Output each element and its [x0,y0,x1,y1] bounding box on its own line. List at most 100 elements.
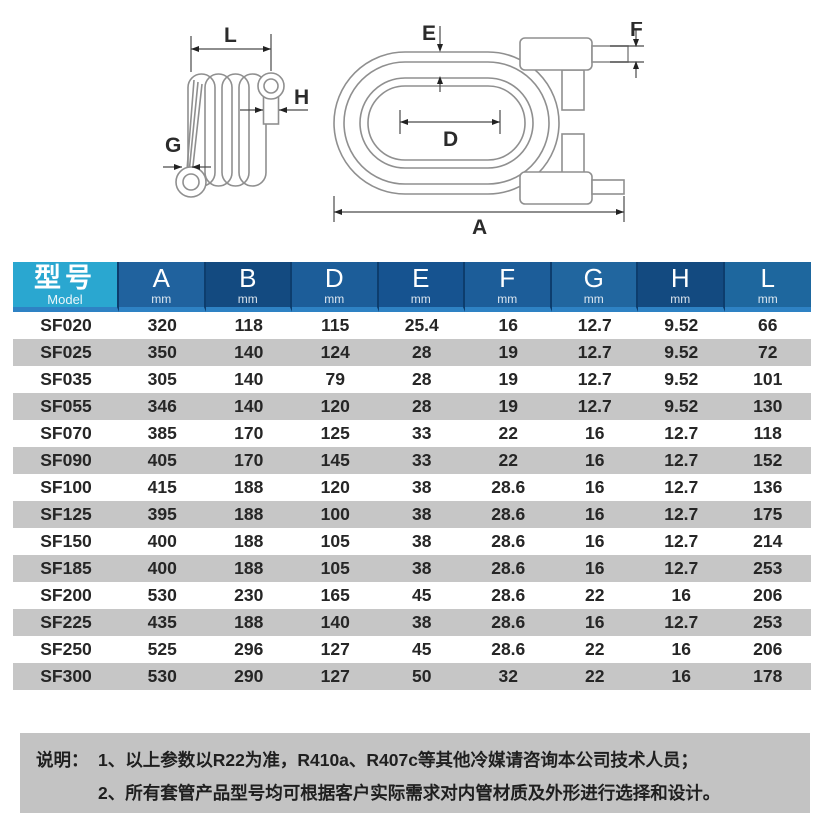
model-cell: SF020 [40,315,92,335]
model-cell: SF055 [13,393,119,420]
value-cell: 28.6 [491,585,526,605]
value-cell: 145 [292,447,379,474]
dim-label-f: F [630,22,643,41]
value-cell: 33 [378,447,465,474]
note-item-1: 1、以上参数以R22为准，R410a、R407c等其他冷媒请咨询本公司技术人员； [98,750,698,770]
value-cell: 120 [292,393,379,420]
header-unit: mm [583,291,604,306]
value-cell: 405 [119,447,206,474]
header-letter: F [499,262,516,293]
header-unit: mm [757,291,778,306]
value-cell: 127 [320,639,350,659]
value-cell: 178 [724,663,811,690]
header-unit: mm [670,291,691,306]
value-cell: 12.7 [638,609,725,636]
header-unit: mm [410,291,431,306]
table-row: SF225 435 188 140 38 28.6 16 12.7 253 [13,609,811,636]
model-cell: SF225 [13,609,119,636]
value-cell: 125 [320,423,350,443]
value-cell: 22 [585,585,605,605]
value-cell: 12.7 [551,339,638,366]
value-cell: 9.52 [638,339,725,366]
value-cell: 16 [671,639,691,659]
value-cell: 38 [412,531,432,551]
value-cell: 19 [498,369,518,389]
model-cell: SF200 [40,585,92,605]
value-cell: 435 [119,609,206,636]
value-cell: 136 [753,477,783,497]
value-cell: 33 [412,423,432,443]
value-cell: 9.52 [638,393,725,420]
table-row: SF150 400 188 105 38 28.6 16 12.7 214 [13,528,811,555]
model-header-en: Model [47,291,83,307]
value-cell: 28 [378,339,465,366]
value-cell: 28.6 [465,609,552,636]
model-cell: SF125 [13,501,119,528]
dim-label-h: H [294,86,309,109]
value-cell: 140 [205,393,292,420]
value-cell: 16 [585,423,605,443]
table-row: SF055 346 140 120 28 19 12.7 9.52 130 [13,393,811,420]
value-cell: 16 [551,609,638,636]
value-cell: 115 [321,315,350,335]
header-letter: L [760,262,775,293]
value-cell: 22 [465,447,552,474]
value-cell: 170 [234,423,264,443]
value-cell: 22 [585,639,605,659]
value-cell: 188 [205,501,292,528]
table-row: SF250 525 296 127 45 28.6 22 16 206 [13,636,811,663]
value-cell: 19 [465,339,552,366]
value-cell: 214 [753,531,783,551]
model-cell: SF090 [13,447,119,474]
header-unit: mm [324,291,345,306]
value-cell: 16 [671,585,691,605]
spec-table-body: SF020 320 118 115 25.4 16 12.7 9.52 66 SF025 350 14… [13,312,811,690]
value-cell: 152 [724,447,811,474]
value-cell: 12.7 [577,369,612,389]
model-cell: SF150 [40,531,92,551]
notes-label: 说明： [36,750,89,770]
value-cell: 28.6 [491,639,526,659]
value-cell: 170 [205,447,292,474]
header-unit: mm [237,291,258,306]
value-cell: 140 [205,339,292,366]
table-row: SF025 350 140 124 28 19 12.7 9.52 72 [13,339,811,366]
value-cell: 16 [585,531,605,551]
model-cell: SF035 [40,369,92,389]
value-cell: 38 [378,501,465,528]
value-cell: 16 [551,447,638,474]
value-cell: 188 [205,555,292,582]
table-row: SF070 385 170 125 33 22 16 12.7 118 [13,420,811,447]
value-cell: 12.7 [664,531,699,551]
model-header-zh: 型号 [34,262,96,293]
value-cell: 12.7 [638,555,725,582]
value-cell: 25.4 [404,315,439,335]
value-cell: 175 [724,501,811,528]
value-cell: 9.52 [664,315,699,335]
header-unit: mm [497,291,518,306]
table-row: SF125 395 188 100 38 28.6 16 12.7 175 [13,501,811,528]
dim-label-g: G [165,134,181,157]
value-cell: 66 [758,315,778,335]
value-cell: 22 [498,423,518,443]
value-cell: 320 [147,315,177,335]
value-cell: 530 [147,585,177,605]
value-cell: 415 [147,477,177,497]
note-item-2: 2、所有套管产品型号均可根据客户实际需求对内管材质及外形进行选择和设计。 [98,783,721,803]
value-cell: 395 [119,501,206,528]
value-cell: 130 [724,393,811,420]
coil-side-view-diagram: L H G [163,24,309,198]
value-cell: 72 [724,339,811,366]
value-cell: 28.6 [465,501,552,528]
value-cell: 12.7 [664,423,699,443]
dim-label-l: L [224,24,237,47]
model-cell: SF185 [13,555,119,582]
